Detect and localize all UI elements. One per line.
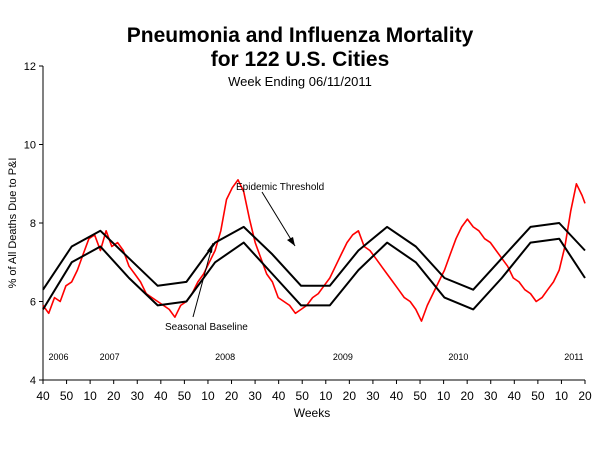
x-tick-label: 10 bbox=[437, 389, 451, 403]
y-ticks: 4 6 8 10 12 bbox=[24, 61, 43, 387]
year-label: 2007 bbox=[100, 352, 120, 362]
x-tick-label: 50 bbox=[60, 389, 74, 403]
week-ending-label: Week Ending 06/11/2011 bbox=[228, 74, 372, 89]
observed-line bbox=[42, 179, 586, 322]
x-tick-label: 20 bbox=[460, 389, 474, 403]
y-tick-label: 12 bbox=[24, 61, 36, 73]
x-tick-label: 10 bbox=[201, 389, 215, 403]
x-tick-label: 30 bbox=[248, 389, 262, 403]
year-label: 2010 bbox=[448, 352, 468, 362]
y-tick-label: 8 bbox=[30, 218, 36, 230]
year-label: 2011 bbox=[564, 352, 583, 362]
seasonal-baseline-arrow bbox=[192, 242, 214, 318]
y-tick-label: 10 bbox=[24, 140, 36, 152]
epidemic-threshold-label: Epidemic Threshold bbox=[236, 182, 324, 193]
y-axis-label: % of All Deaths Due to P&I bbox=[7, 158, 19, 289]
year-label: 2006 bbox=[49, 352, 69, 362]
seasonal-baseline-line bbox=[42, 237, 586, 311]
x-tick-label: 20 bbox=[225, 389, 239, 403]
x-tick-label: 10 bbox=[555, 389, 569, 403]
epidemic-threshold-line bbox=[42, 222, 586, 291]
x-tick-label: 10 bbox=[319, 389, 333, 403]
x-tick-label: 50 bbox=[178, 389, 192, 403]
x-tick-label: 40 bbox=[272, 389, 286, 403]
x-tick-label: 50 bbox=[413, 389, 427, 403]
annotations: Epidemic Threshold Seasonal Baseline bbox=[165, 182, 324, 333]
year-labels: 2006 2007 2008 2009 2010 2011 bbox=[49, 352, 584, 362]
series-lines bbox=[42, 179, 586, 322]
x-tick-label: 30 bbox=[131, 389, 145, 403]
chart-subtitle: for 122 U.S. Cities bbox=[210, 48, 390, 71]
x-tick-label: 40 bbox=[508, 389, 522, 403]
x-tick-label: 40 bbox=[390, 389, 404, 403]
x-tick-label: 30 bbox=[366, 389, 380, 403]
x-tick-label: 20 bbox=[578, 389, 592, 403]
x-tick-label: 40 bbox=[154, 389, 168, 403]
year-label: 2009 bbox=[333, 352, 353, 362]
x-tick-label: 50 bbox=[531, 389, 545, 403]
y-tick-label: 4 bbox=[30, 375, 36, 387]
x-tick-label: 20 bbox=[343, 389, 357, 403]
year-label: 2008 bbox=[215, 352, 235, 362]
y-tick-label: 6 bbox=[30, 297, 36, 309]
seasonal-baseline-arrowhead bbox=[207, 243, 213, 253]
x-tick-label: 10 bbox=[83, 389, 97, 403]
axes bbox=[42, 66, 585, 381]
x-tick-label: 40 bbox=[36, 389, 50, 403]
x-tick-label: 50 bbox=[296, 389, 310, 403]
x-tick-label: 20 bbox=[107, 389, 121, 403]
x-tick-label: 30 bbox=[484, 389, 498, 403]
x-axis-label: Weeks bbox=[294, 406, 330, 420]
epidemic-threshold-arrowhead bbox=[287, 237, 295, 246]
epidemic-threshold-arrow bbox=[261, 191, 296, 247]
chart-title: Pneumonia and Influenza Mortality bbox=[126, 24, 474, 47]
x-ticks: 40 50 10 20 30 40 50 10 20 30 40 50 10 20 30 40 50 10 20 30… bbox=[36, 380, 592, 403]
seasonal-baseline-label: Seasonal Baseline bbox=[165, 322, 248, 333]
